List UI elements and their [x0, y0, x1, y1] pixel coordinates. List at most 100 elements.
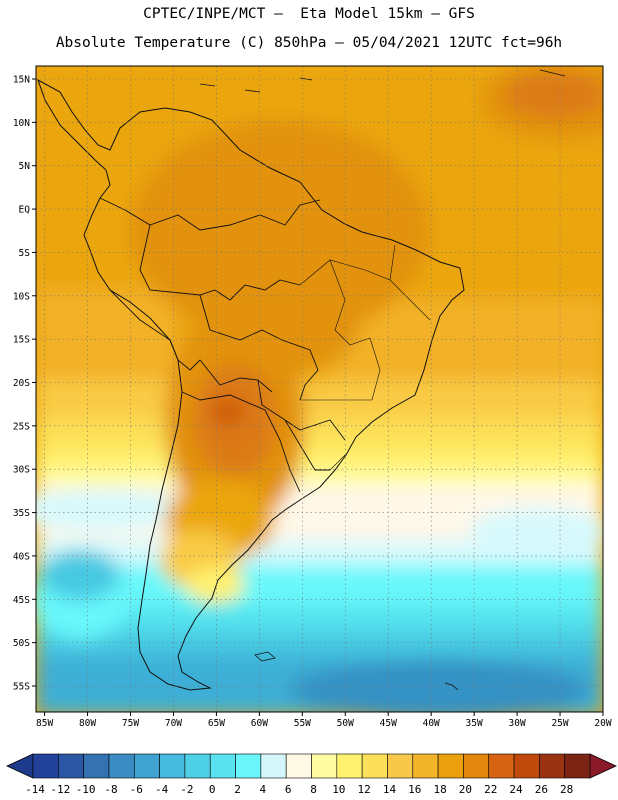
lon-label: 40W	[423, 718, 440, 729]
lat-label: 50S	[13, 638, 30, 649]
band-16c-pacific	[36, 290, 176, 380]
blob-m2c-west	[40, 550, 120, 600]
south-georgia	[444, 682, 459, 691]
colorbar-swatch	[336, 753, 363, 779]
colorbar-swatch	[235, 753, 262, 779]
colorbar-swatch	[361, 753, 388, 779]
lon-label: 80W	[79, 718, 96, 729]
colorbar-label: 26	[535, 783, 548, 796]
colorbar-label: 6	[285, 783, 292, 796]
colorbar-swatch	[83, 753, 110, 779]
lat-label: EQ	[19, 205, 31, 216]
lon-label: 50W	[337, 718, 354, 729]
caribbean-islands	[199, 69, 566, 93]
colorbar-swatch	[285, 753, 312, 779]
colorbar-label: 28	[560, 783, 573, 796]
map-title-line2: Absolute Temperature (C) 850hPa – 05/04/…	[55, 35, 563, 51]
blob-20c-central	[240, 270, 360, 370]
colorbar-swatch	[488, 753, 515, 779]
lon-label: 45W	[380, 718, 397, 729]
blob-22c-ne	[505, 73, 603, 117]
lon-label: 25W	[551, 718, 568, 729]
lat-label: 10S	[13, 291, 30, 302]
lon-label: 70W	[165, 718, 182, 729]
colorbar-label: -14	[25, 783, 45, 796]
colorbar-label: -6	[130, 783, 143, 796]
temperature-field	[36, 66, 603, 712]
colorbar-swatch	[463, 753, 490, 779]
falkland-islands	[254, 651, 276, 662]
lat-label: 20S	[13, 378, 30, 389]
colorbar-label: 4	[260, 783, 267, 796]
colorbar-swatch	[260, 753, 287, 779]
blob-24c-core	[210, 398, 246, 426]
map-title-line1: CPTEC/INPE/MCT – Eta Model 15km – GFS	[143, 6, 475, 22]
colorbar-swatch	[209, 753, 236, 779]
colorbar-swatch	[108, 753, 135, 779]
state-borders	[299, 244, 431, 471]
colorbar-label: 22	[484, 783, 497, 796]
colorbar-swatch	[539, 753, 565, 779]
blob-m6c	[290, 660, 590, 712]
lat-label: 55S	[13, 681, 30, 692]
colorbar-swatch	[159, 753, 186, 779]
colorbar-label: 2	[234, 783, 241, 796]
colorbar-swatch	[133, 753, 160, 779]
lon-label: 65W	[208, 718, 225, 729]
lat-label: 30S	[13, 465, 30, 476]
colorbar: -14 -12 -10 -8 -6 -4 -2 0 2 4 6 8 10 12 14 16 18 20 22 24 26…	[6, 753, 617, 796]
colorbar-label: -4	[155, 783, 169, 796]
colorbar-end-low	[6, 753, 34, 779]
colorbar-label: 12	[358, 783, 371, 796]
lat-label: 35S	[13, 508, 30, 519]
lat-label: 5S	[19, 248, 31, 259]
south-america-outline	[37, 78, 465, 691]
colorbar-label: 18	[433, 783, 446, 796]
colorbar-swatch	[311, 753, 338, 779]
lat-label: 15S	[13, 335, 30, 346]
colorbar-end-high	[589, 753, 617, 779]
lat-label: 25S	[13, 421, 30, 432]
blob-10c-south	[185, 567, 245, 603]
lon-label: 85W	[36, 718, 53, 729]
colorbar-swatch	[184, 753, 211, 779]
colorbar-swatch	[437, 753, 464, 779]
colorbar-label: 14	[383, 783, 397, 796]
lat-label: 15N	[13, 75, 30, 86]
colorbar-label: 0	[209, 783, 216, 796]
colorbar-label: -2	[180, 783, 193, 796]
lon-label: 35W	[466, 718, 483, 729]
colorbar-label: 10	[332, 783, 345, 796]
colorbar-label: -12	[50, 783, 70, 796]
map-frame	[35, 65, 604, 713]
colorbar-label: 24	[509, 783, 523, 796]
colorbar-label: 20	[459, 783, 472, 796]
longitude-axis: 85W 80W 75W 70W 65W 60W 55W 50W 45W 40W 35W 30W 25W 2…	[36, 712, 612, 729]
country-borders	[99, 197, 346, 493]
lat-label: 5N	[19, 161, 31, 172]
field-blobs	[36, 66, 603, 712]
lon-label: 30W	[509, 718, 526, 729]
graticule	[36, 66, 603, 712]
colorbar-swatch	[412, 753, 439, 779]
lon-label: 75W	[122, 718, 139, 729]
colorbar-swatch	[564, 753, 591, 779]
colorbar-swatch	[513, 753, 540, 779]
colorbar-swatch	[58, 753, 84, 779]
lon-label: 20W	[594, 718, 611, 729]
colorbar-label: 8	[310, 783, 317, 796]
lat-label: 10N	[13, 118, 30, 129]
lat-label: 40S	[13, 551, 30, 562]
colorbar-swatch	[387, 753, 414, 779]
colorbar-swatch	[32, 753, 59, 779]
blob-20c-amazon	[130, 120, 430, 340]
coastlines	[37, 69, 566, 691]
lon-label: 55W	[294, 718, 311, 729]
lat-label: 45S	[13, 595, 30, 606]
colorbar-label: -8	[104, 783, 117, 796]
colorbar-label: -10	[76, 783, 96, 796]
latitude-axis: 15N 10N 5N EQ 5S 10S 15S 20S 25S 30S 35S 40S 45S 50S 5…	[13, 75, 36, 692]
blob-4c-pacific	[36, 490, 190, 530]
lon-label: 60W	[251, 718, 268, 729]
